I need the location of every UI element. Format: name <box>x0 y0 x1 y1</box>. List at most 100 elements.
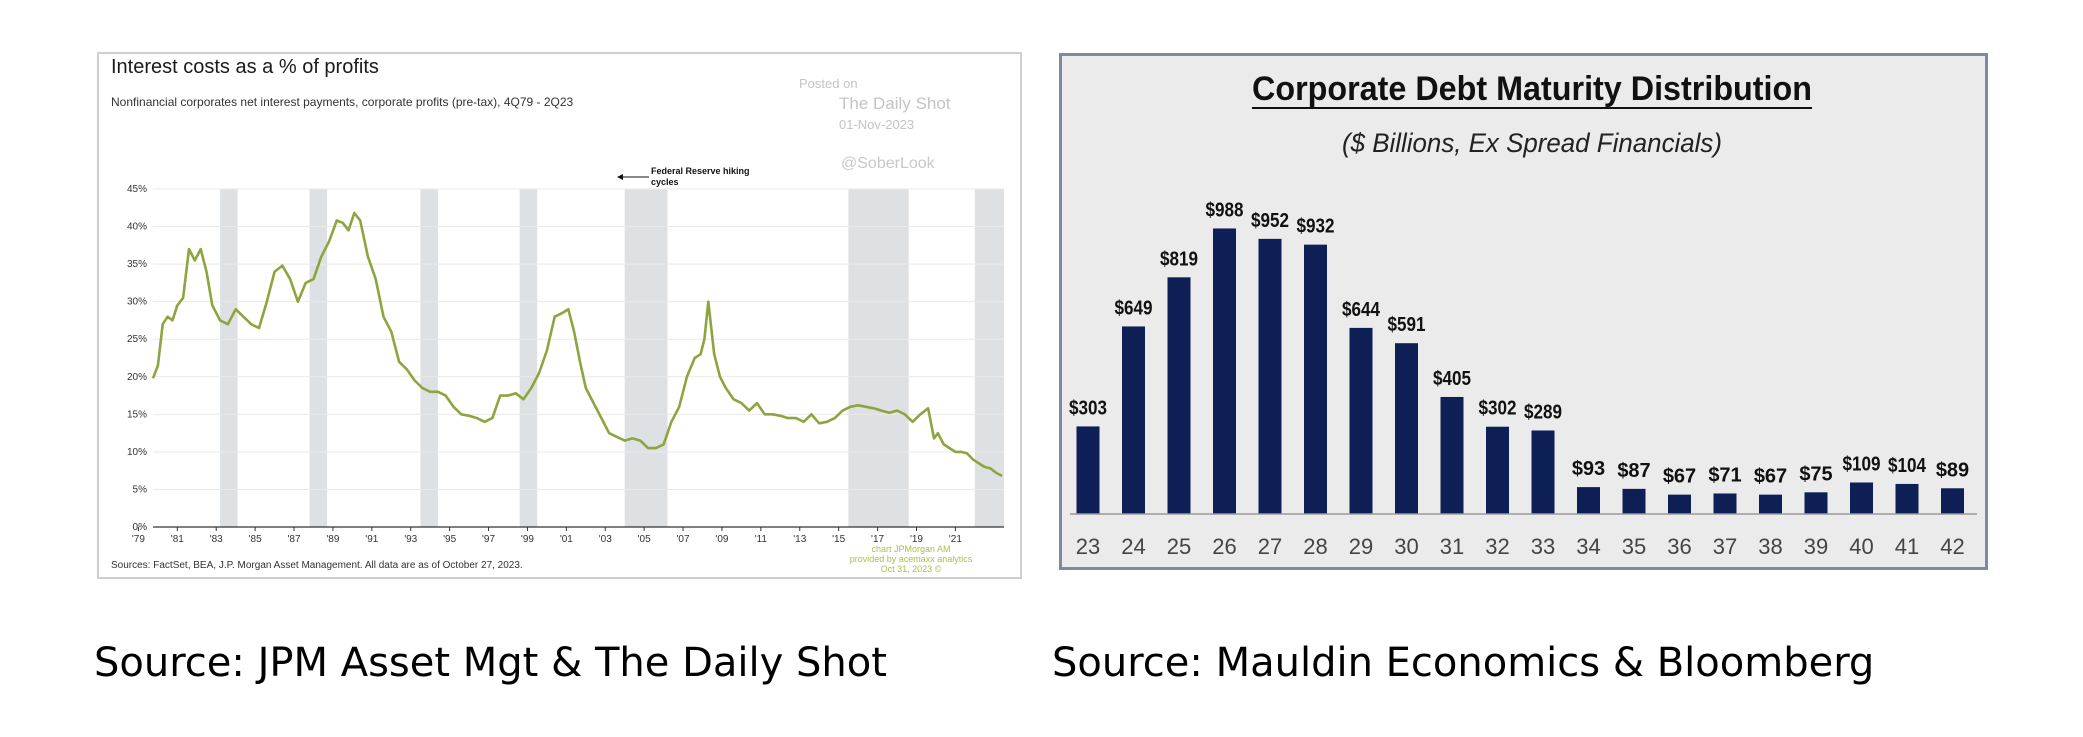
bar-label-41: $104 <box>1888 455 1927 477</box>
bar-30 <box>1395 343 1418 514</box>
x-tick-label: '07 <box>677 534 690 545</box>
left-source-caption: Source: JPM Asset Mgt & The Daily Shot <box>94 640 887 686</box>
bar-24 <box>1122 326 1145 514</box>
bar-label-26: $988 <box>1206 199 1244 221</box>
x-tick-label: '83 <box>210 534 223 545</box>
category-label-29: 29 <box>1349 534 1373 559</box>
x-tick-label: '11 <box>755 534 768 545</box>
y-tick-label: 5% <box>133 484 148 495</box>
bar-25 <box>1167 277 1191 514</box>
category-label-38: 38 <box>1758 534 1782 559</box>
x-tick-label: '87 <box>287 534 300 545</box>
x-tick-label: '89 <box>326 534 339 545</box>
credit-line-1: chart JPMorgan AM <box>871 544 950 554</box>
category-label-41: 41 <box>1895 534 1919 559</box>
shaded-period-1 <box>309 189 328 527</box>
x-tick-labels: '79 '81 '83 '85 '87 '89 '91 '93 '95 '97 '99 '01 '03 '… <box>132 527 962 545</box>
right-source-caption: Source: Mauldin Economics & Bloomberg <box>1052 640 1875 686</box>
hiking-cycle-shading <box>220 189 1004 527</box>
bar-label-27: $952 <box>1251 210 1289 232</box>
bar-37 <box>1713 493 1737 514</box>
category-label-27: 27 <box>1258 534 1282 559</box>
credit-line-2: provided by acemaxx analytics <box>850 554 973 564</box>
y-tick-label: 40% <box>127 222 147 233</box>
bar-label-32: $302 <box>1479 398 1517 420</box>
category-label-31: 31 <box>1440 534 1464 559</box>
y-tick-label: 20% <box>127 372 147 383</box>
shaded-period-3 <box>519 189 538 527</box>
bar-40 <box>1850 482 1873 514</box>
category-label-36: 36 <box>1667 534 1691 559</box>
debt-maturity-chart-svg: Corporate Debt Maturity Distribution ($ … <box>1069 70 1977 559</box>
bar-label-38: $67 <box>1754 466 1787 488</box>
bar-29 <box>1349 327 1373 514</box>
shaded-period-2 <box>420 189 438 527</box>
category-label-25: 25 <box>1167 534 1191 559</box>
bar-27 <box>1258 238 1282 514</box>
x-tick-label: '01 <box>560 534 573 545</box>
bar-39 <box>1804 492 1828 514</box>
chart-subtitle: Nonfinancial corporates net interest pay… <box>111 95 574 109</box>
watermark-source: The Daily Shot <box>839 94 951 113</box>
x-tick-label: '09 <box>715 534 728 545</box>
y-gridlines <box>153 188 1004 490</box>
bar-label-37: $71 <box>1708 464 1741 486</box>
category-label-30: 30 <box>1394 534 1418 559</box>
bar-label-30: $591 <box>1388 314 1426 336</box>
category-label-26: 26 <box>1212 534 1236 559</box>
annotation-label-line-1: Federal Reserve hiking <box>651 166 750 176</box>
category-label-42: 42 <box>1940 534 1964 559</box>
x-tick-label: '85 <box>249 534 262 545</box>
x-tick-label: '17 <box>871 534 884 545</box>
x-tick-label: '91 <box>365 534 378 545</box>
bar-label-35: $87 <box>1617 460 1650 482</box>
credit-line-3: Oct 31, 2023 © <box>881 564 942 574</box>
bar-34 <box>1577 487 1600 514</box>
bar-data-labels: $303 $649 $819 $988 $952 $932 $644 $591 $405 $302… <box>1069 199 1969 487</box>
category-label-39: 39 <box>1804 534 1828 559</box>
bar-label-25: $819 <box>1160 248 1198 270</box>
category-label-24: 24 <box>1121 534 1145 559</box>
interest-costs-chart: Interest costs as a % of profits Nonfina… <box>97 52 1022 579</box>
bar-23 <box>1076 426 1100 514</box>
x-tick-label: '15 <box>832 534 845 545</box>
debt-maturity-chart: Corporate Debt Maturity Distribution ($ … <box>1059 53 1988 570</box>
category-label-23: 23 <box>1076 534 1100 559</box>
x-tick-label: '99 <box>521 534 534 545</box>
shaded-period-6 <box>974 189 1004 527</box>
watermark-date: 01-Nov-2023 <box>839 117 914 132</box>
category-label-28: 28 <box>1303 534 1327 559</box>
bar-label-42: $89 <box>1936 459 1969 481</box>
bar-label-29: $644 <box>1342 299 1381 321</box>
chart-subtitle: ($ Billions, Ex Spread Financials) <box>1342 128 1722 158</box>
bar-label-31: $405 <box>1433 368 1471 390</box>
chart-footer-sources: Sources: FactSet, BEA, J.P. Morgan Asset… <box>111 560 523 571</box>
shaded-period-4 <box>624 189 668 527</box>
shaded-period-0 <box>220 189 238 527</box>
bar-label-28: $932 <box>1297 216 1335 238</box>
watermark-posted-on: Posted on <box>799 76 858 91</box>
x-tick-label: '97 <box>482 534 495 545</box>
watermark-handle: @SoberLook <box>841 155 936 172</box>
annotation-arrow-head <box>617 174 623 180</box>
interest-costs-chart-svg: Interest costs as a % of profits Nonfina… <box>111 56 1004 574</box>
chart-title: Corporate Debt Maturity Distribution <box>1252 70 1812 108</box>
bar-label-23: $303 <box>1069 397 1107 419</box>
category-label-34: 34 <box>1576 534 1600 559</box>
bar-33 <box>1531 430 1555 514</box>
x-tick-label: '05 <box>638 534 651 545</box>
x-tick-label: '93 <box>404 534 417 545</box>
bar-26 <box>1213 228 1236 514</box>
bar-41 <box>1895 483 1919 514</box>
bar-label-33: $289 <box>1524 401 1562 423</box>
bars <box>1076 228 1964 515</box>
interest-cost-line <box>151 211 1003 478</box>
category-label-37: 37 <box>1713 534 1737 559</box>
annotation-label: Federal Reserve hiking cycles <box>651 166 752 187</box>
bar-28 <box>1304 244 1327 515</box>
category-label-33: 33 <box>1531 534 1555 559</box>
bar-31 <box>1440 396 1464 514</box>
y-tick-label: 30% <box>127 297 147 308</box>
bar-36 <box>1668 494 1691 514</box>
y-tick-label: 25% <box>127 334 147 345</box>
